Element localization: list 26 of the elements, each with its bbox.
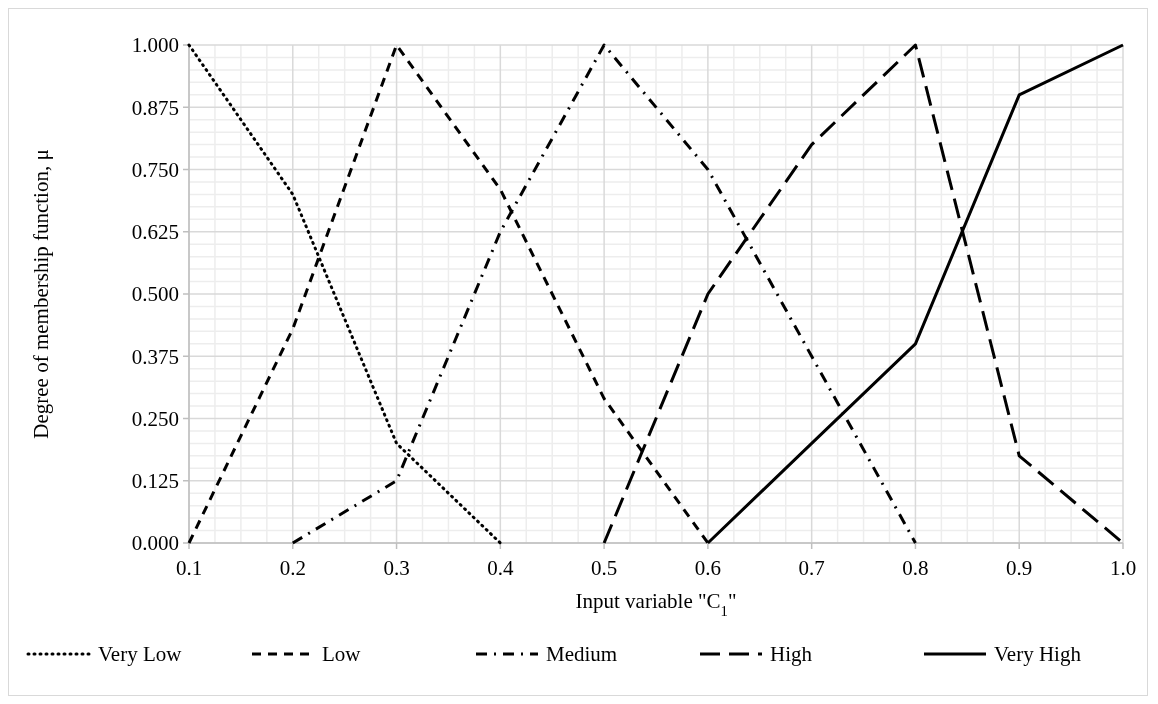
legend-label: Very Low <box>98 642 183 667</box>
y-tick-label: 0.500 <box>131 282 179 307</box>
y-tick-label: 1.000 <box>131 33 179 58</box>
y-tick-label: 0.625 <box>131 220 179 245</box>
y-tick-label: 0.750 <box>131 157 179 182</box>
x-tick-label: 0.8 <box>902 556 929 580</box>
y-tick-label: 0.250 <box>131 406 179 431</box>
legend-label: Low <box>322 642 362 667</box>
legend-label: High <box>770 642 813 667</box>
y-axis-title: Degree of membership function, μ <box>29 149 53 439</box>
x-tick-label: 0.1 <box>175 556 203 580</box>
x-tick-label: 0.4 <box>487 556 514 580</box>
y-tick-label: 0.000 <box>131 531 179 556</box>
x-tick-label: 0.7 <box>798 556 825 580</box>
legend-label: Very High <box>994 642 1082 667</box>
x-tick-label: 0.3 <box>383 556 410 580</box>
x-tick-label: 0.6 <box>694 556 722 580</box>
y-tick-label: 0.375 <box>131 344 179 369</box>
y-tick-label: 0.125 <box>131 469 179 494</box>
x-tick-label: 0.9 <box>1006 556 1033 580</box>
y-tick-label: 0.875 <box>131 95 179 120</box>
x-tick-label: 0.5 <box>590 556 618 580</box>
x-tick-label: 0.2 <box>279 556 306 580</box>
x-axis-title: Input variable "C$_{1}$" <box>575 589 737 619</box>
legend-label: Medium <box>546 642 618 667</box>
x-tick-label: 1.0 <box>1109 556 1137 580</box>
